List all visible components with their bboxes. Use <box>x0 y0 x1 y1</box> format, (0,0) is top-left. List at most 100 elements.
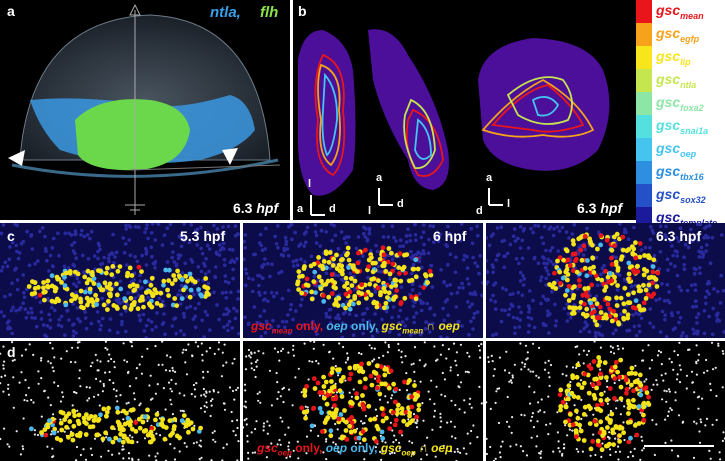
cell-dot <box>424 363 427 366</box>
cell-dot <box>305 435 309 438</box>
cell-dot <box>309 289 314 295</box>
cell-dot <box>671 253 675 258</box>
cell-dot <box>380 317 384 322</box>
cell-dot <box>651 325 656 329</box>
cell-dot <box>599 447 605 453</box>
cell-dot <box>154 301 160 306</box>
cell-dot <box>43 333 47 338</box>
cell-dot <box>486 258 488 263</box>
cell-dot <box>557 392 563 398</box>
cell-dot <box>172 277 178 283</box>
cell-dot <box>698 441 702 444</box>
cell-dot <box>23 399 26 402</box>
cell-dot <box>270 262 274 266</box>
caption-d-gsc1: gscoep <box>257 441 292 457</box>
cell-dot <box>268 424 271 427</box>
cell-dot <box>324 315 329 319</box>
cell-dot <box>412 362 415 365</box>
cell-dot <box>421 285 427 290</box>
cell-dot <box>637 241 643 246</box>
cell-dot <box>717 342 720 345</box>
cell-dot <box>162 233 167 237</box>
cell-dot <box>160 243 165 247</box>
cell-dot <box>303 342 306 345</box>
cell-dot <box>37 370 40 373</box>
cell-dot <box>111 232 115 237</box>
cell-dot <box>231 267 235 272</box>
cell-dot <box>374 363 380 369</box>
cell-dot <box>527 307 532 311</box>
cell-dot <box>665 400 668 403</box>
cell-dot <box>584 293 590 299</box>
cell-dot <box>579 379 583 382</box>
cell-dot <box>85 386 88 389</box>
cell-dot <box>93 267 97 272</box>
cell-dot <box>141 312 146 317</box>
cell-dot <box>223 343 226 346</box>
cell-dot <box>225 323 230 327</box>
cell-dot <box>284 433 287 436</box>
cell-dot <box>371 360 374 363</box>
legend: gscmean gscegfp gsclip gscntla gscfoxa2 gscsn… <box>636 0 725 231</box>
cell-dot <box>692 331 696 336</box>
cell-dot <box>629 382 634 388</box>
cell-dot <box>471 316 476 320</box>
cell-dot <box>51 236 56 241</box>
cell-dot <box>339 230 344 234</box>
cell-dot <box>583 320 588 324</box>
cell-dot <box>75 306 80 310</box>
cell-dot <box>593 334 598 338</box>
cell-dot <box>170 378 173 382</box>
cell-dot <box>422 242 426 247</box>
cell-dot <box>121 236 126 240</box>
cell-dot <box>339 263 345 269</box>
cell-dot <box>647 255 653 261</box>
cell-dot <box>101 316 105 321</box>
cell-dot <box>267 445 270 448</box>
cell-dot <box>96 359 99 362</box>
cell-dot <box>425 453 428 456</box>
cell-dot <box>97 319 101 324</box>
cell-dot <box>345 251 350 256</box>
cell-dot <box>53 381 56 384</box>
cell-dot <box>401 361 404 364</box>
cell-dot <box>255 320 259 325</box>
cell-dot <box>201 353 204 356</box>
legend-item: gscegfp <box>636 23 725 46</box>
cell-dot <box>105 436 108 439</box>
cell-dot <box>108 293 113 299</box>
cell-dot <box>705 243 709 247</box>
cell-dot <box>2 314 6 318</box>
cell-dot <box>326 294 332 300</box>
cell-dot <box>110 425 115 431</box>
cell-dot <box>498 387 501 390</box>
cell-dot <box>119 312 123 317</box>
cell-dot <box>367 281 373 287</box>
cell-dot <box>547 395 550 398</box>
cell-dot <box>527 310 531 314</box>
cell-dot <box>85 268 91 274</box>
cell-dot <box>715 317 720 322</box>
cell-dot <box>356 300 362 306</box>
cell-dot <box>329 379 334 384</box>
cell-dot <box>200 394 203 397</box>
cell-dot <box>567 263 573 268</box>
cell-dot <box>164 408 167 411</box>
cell-dot <box>612 243 617 248</box>
cell-dot <box>8 292 12 297</box>
cell-dot <box>493 299 497 304</box>
cell-dot <box>288 441 291 444</box>
cell-dot <box>565 272 571 277</box>
legend-label-base: gsc <box>656 71 681 87</box>
cell-dot <box>143 230 147 235</box>
cell-dot <box>587 266 593 271</box>
cell-dot <box>118 286 124 292</box>
cell-dot <box>268 274 272 279</box>
cell-dot <box>619 413 622 416</box>
cell-dot <box>200 342 203 345</box>
cell-dot <box>155 223 160 226</box>
cell-dot <box>416 407 422 413</box>
cell-dot <box>631 404 637 410</box>
cell-dot <box>584 306 590 312</box>
cell-dot <box>624 386 630 392</box>
